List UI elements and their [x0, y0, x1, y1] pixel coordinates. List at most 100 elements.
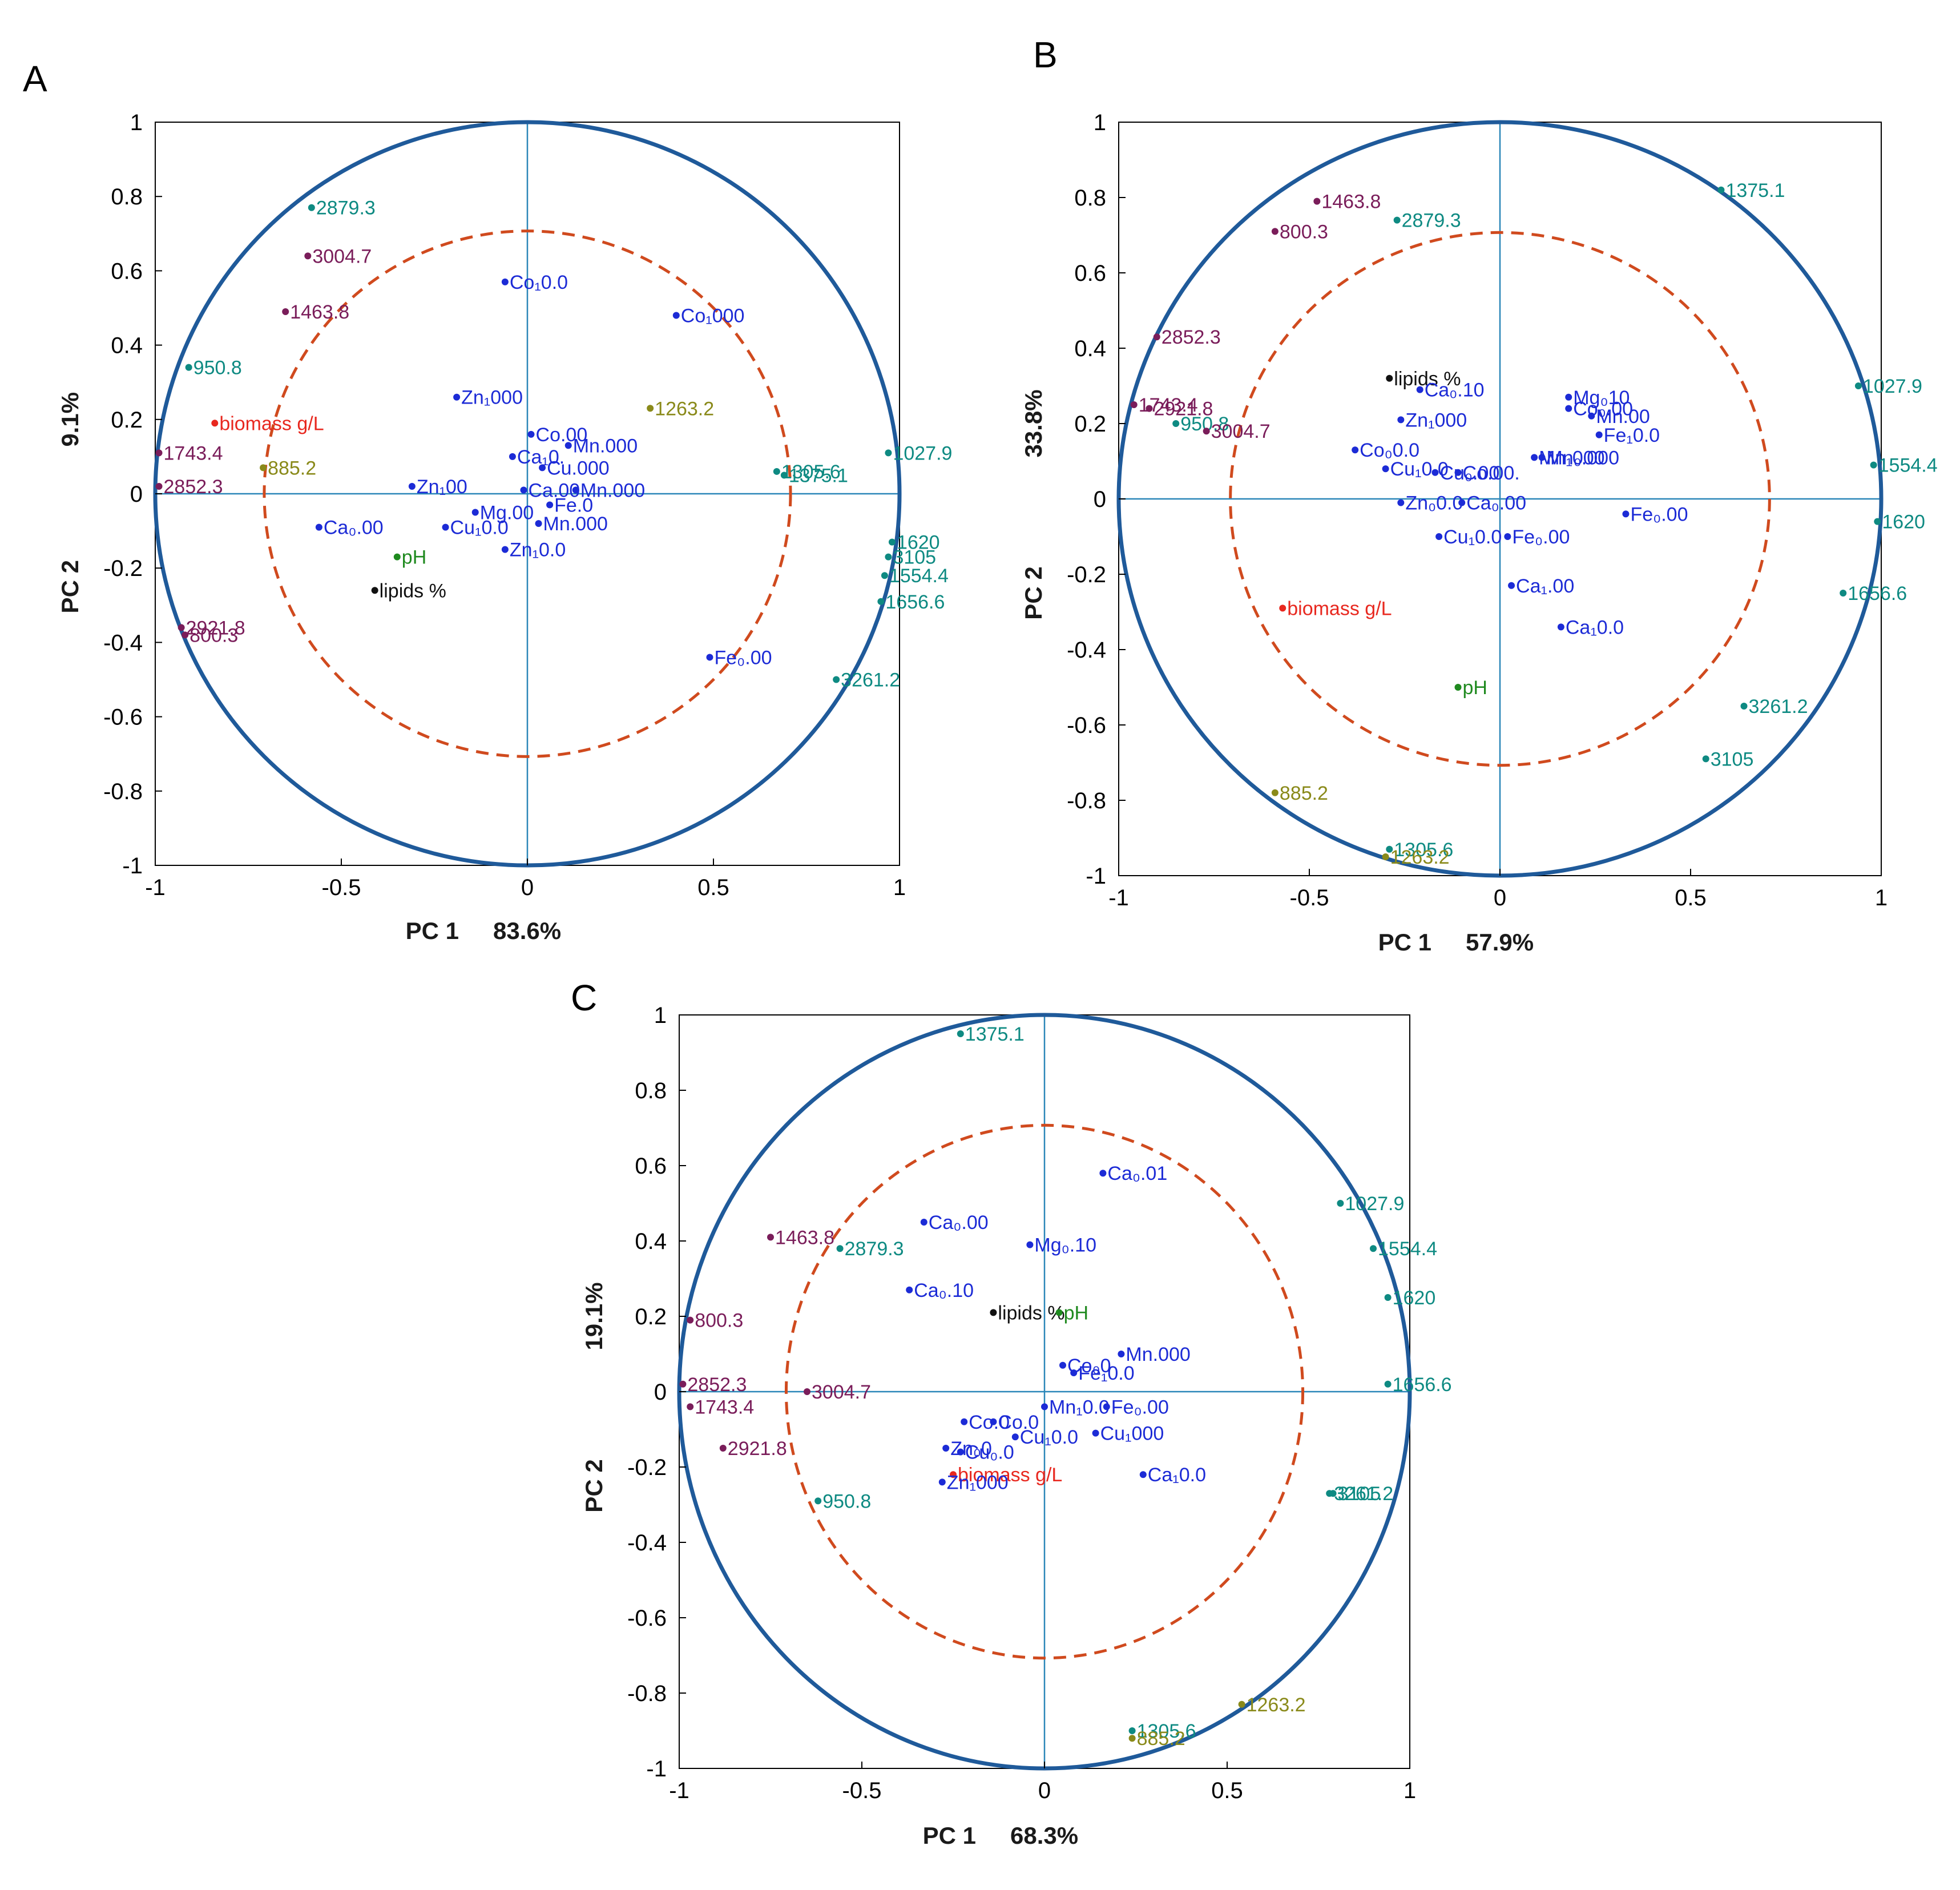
- data-point-label: 2879.3: [1402, 210, 1461, 232]
- data-point: [687, 1316, 694, 1324]
- data-point: [1386, 374, 1393, 382]
- data-point: [520, 486, 527, 494]
- data-point-label: Fe₀.00: [1512, 526, 1570, 548]
- data-point: [539, 464, 546, 472]
- data-point-label: Cu.000: [547, 457, 610, 479]
- data-point-label: 1375.1: [965, 1023, 1025, 1045]
- data-point: [1099, 1170, 1107, 1177]
- data-point-label: Mn.00: [1596, 406, 1650, 428]
- y-tick-label: -0.2: [1067, 562, 1106, 587]
- data-point: [950, 1471, 957, 1478]
- y-tick-label: 0.2: [1074, 412, 1106, 437]
- data-point-label: Co.00: [536, 424, 588, 446]
- data-point-label: 2852.3: [1162, 327, 1221, 348]
- x-tick-label: -1: [145, 875, 166, 900]
- data-point: [408, 482, 416, 490]
- data-point-label: Zn₁00: [417, 476, 467, 498]
- data-point: [1128, 1727, 1136, 1734]
- data-point: [1435, 533, 1443, 540]
- data-point: [1538, 454, 1546, 461]
- data-point: [315, 523, 322, 531]
- data-point: [1397, 499, 1405, 506]
- data-point-label: Mn₀.000: [1546, 447, 1619, 469]
- x-tick-label: 1: [1875, 885, 1888, 910]
- data-point-label: Ca₁0.: [517, 446, 564, 468]
- data-point: [509, 453, 516, 460]
- data-point: [282, 308, 289, 316]
- y-tick-label: -0.2: [627, 1455, 667, 1480]
- x-tick-label: -1: [1108, 885, 1129, 910]
- data-point-label: 1305.6: [781, 461, 841, 483]
- data-point-label: 2879.3: [845, 1238, 904, 1260]
- data-point-label: 2852.3: [164, 476, 223, 498]
- data-point: [178, 624, 185, 631]
- data-point: [1352, 446, 1359, 454]
- data-point-label: Zn₀0: [950, 1438, 992, 1460]
- data-point: [1271, 228, 1279, 235]
- data-point: [1557, 623, 1564, 631]
- data-point: [155, 449, 163, 457]
- data-point-label: 1027.9: [1345, 1193, 1404, 1215]
- data-point-label: Co₁000: [681, 305, 745, 327]
- data-point-label: Ca₀.10: [1425, 380, 1485, 401]
- data-point-label: 1305.6: [1137, 1720, 1196, 1742]
- data-point: [185, 364, 192, 371]
- x-axis-percent: 57.9%: [1466, 929, 1534, 956]
- data-point-label: biomass g/L: [219, 413, 324, 434]
- data-point: [1055, 1309, 1063, 1316]
- panel-a: A -1 -0.5 0 0.5 1 1 0.8 0.6 0.4 0.2 0 -0.2 -0.4 -0.6 -0…: [23, 58, 952, 944]
- data-point: [885, 449, 892, 457]
- y-axis-label: PC 2: [1020, 566, 1047, 619]
- data-point: [957, 1030, 964, 1037]
- y-tick-label: -0.8: [1067, 788, 1106, 813]
- data-point-label: Ca₀.00: [324, 517, 384, 539]
- data-point-label: 885.2: [1137, 1728, 1185, 1750]
- data-point-label: Ca₀.01: [1107, 1163, 1167, 1184]
- data-point: [546, 501, 554, 509]
- data-point: [1702, 755, 1709, 763]
- y-tick-label: -0.4: [1067, 638, 1106, 663]
- data-point-label: Mn.000: [573, 435, 638, 457]
- data-point-label: lipids %: [380, 580, 446, 602]
- data-point-label: 1554.4: [889, 565, 949, 587]
- data-point: [1070, 1369, 1078, 1376]
- data-point-label: 3105: [893, 547, 936, 569]
- data-point: [1279, 605, 1286, 612]
- data-point: [877, 598, 885, 605]
- x-axis-label: PC 1: [1378, 929, 1431, 956]
- y-tick-label: 0: [654, 1380, 667, 1405]
- data-point: [1504, 533, 1511, 540]
- data-point: [1103, 1403, 1110, 1411]
- data-point: [780, 472, 788, 479]
- x-tick-label: -0.5: [842, 1778, 882, 1803]
- data-point-label: Mn.000: [543, 513, 608, 535]
- data-point: [814, 1497, 822, 1505]
- data-point: [672, 312, 680, 319]
- y-axis-label: PC 2: [580, 1459, 607, 1512]
- data-point: [1454, 684, 1462, 691]
- data-point-label: 1743.4: [164, 442, 223, 464]
- y-tick-label: -0.6: [1067, 713, 1106, 738]
- data-point: [1740, 703, 1748, 710]
- data-point: [836, 1245, 844, 1252]
- data-point: [961, 1418, 968, 1425]
- data-point-label: Fe.0: [554, 495, 593, 517]
- inner-circle-dashed: [263, 229, 792, 758]
- data-point-label: Cu₁0.0: [1443, 526, 1502, 548]
- y-tick-label: 0.2: [635, 1304, 667, 1329]
- y-tick-label: -0.8: [103, 779, 143, 804]
- data-point-label: pH: [1463, 677, 1487, 699]
- data-point: [938, 1478, 946, 1486]
- data-point: [1384, 1380, 1392, 1388]
- data-point-label: Zn₁000: [1405, 409, 1467, 431]
- data-point: [564, 442, 572, 449]
- panel-letter: B: [1033, 34, 1058, 75]
- panel-letter: A: [23, 58, 47, 99]
- y-tick-label: -0.4: [627, 1530, 667, 1555]
- y-tick-label: 0.4: [1074, 336, 1106, 361]
- data-point: [1313, 198, 1321, 205]
- data-point-label: 1263.2: [1247, 1694, 1306, 1716]
- data-point: [501, 278, 509, 285]
- x-tick-label: 0: [1494, 885, 1506, 910]
- data-point-label: 3004.7: [812, 1381, 871, 1403]
